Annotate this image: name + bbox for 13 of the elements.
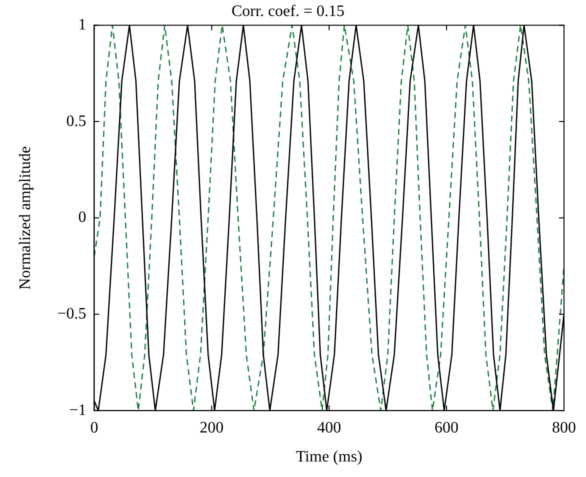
y-tick-label: −0.5 [57,305,86,322]
x-tick-label: 200 [200,419,224,436]
y-tick-label: 0.5 [66,112,86,130]
y-tick-label: −1 [69,402,86,419]
x-tick-label: 0 [90,419,98,436]
y-tick-label: 1 [78,16,86,34]
y-axis-title: Normalized amplitude [16,146,34,290]
x-tick-label: 600 [434,419,459,436]
x-axis-title: Time (ms) [296,448,362,466]
x-tick-label: 800 [552,419,576,436]
x-tick-label: 400 [317,419,342,436]
y-tick-label: 0 [78,209,86,226]
chart-title: Corr. coef. = 0.15 [232,2,344,20]
